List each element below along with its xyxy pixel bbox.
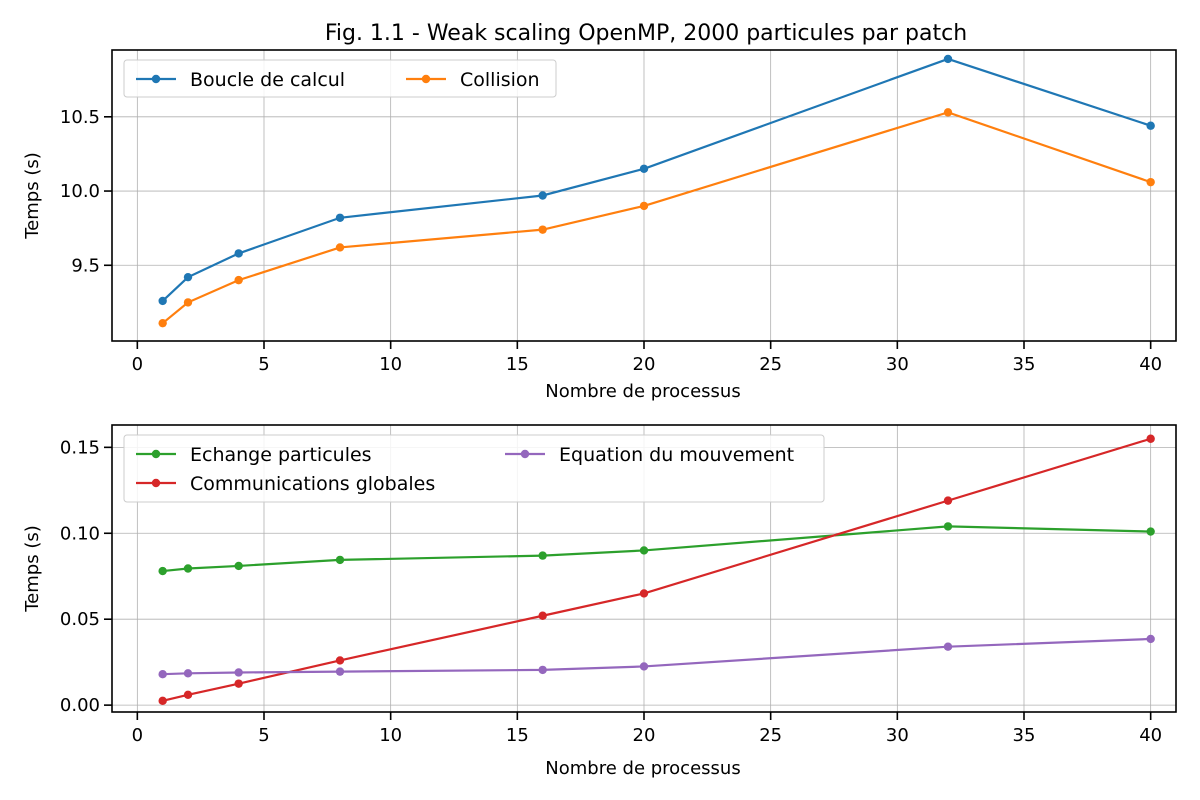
data-point-boucle-de-calcul bbox=[234, 249, 243, 258]
data-point-boucle-de-calcul bbox=[538, 191, 547, 200]
data-point-equation-du-mouvement bbox=[158, 669, 167, 679]
x-tick-label: 20 bbox=[633, 354, 656, 375]
data-point-echange-particules bbox=[639, 546, 649, 555]
data-point-collision bbox=[158, 318, 167, 328]
series-line-communications-globales bbox=[162, 437, 1151, 702]
x-tick-label: 30 bbox=[886, 725, 909, 746]
data-point-equation-du-mouvement bbox=[234, 668, 243, 677]
figure-title: Fig. 1.1 - Weak scaling OpenMP, 2000 par… bbox=[325, 21, 967, 46]
data-point-echange-particules bbox=[538, 551, 547, 560]
x-axis-label: Nombre de processus bbox=[545, 381, 740, 402]
x-tick-label: 40 bbox=[1139, 725, 1162, 746]
x-tick-label: 5 bbox=[258, 354, 269, 375]
top-chart-panel: 0 5 10 15 20 25 30 35 40 9.5 10.0 10.5 Nombre de pro… bbox=[22, 49, 1177, 402]
y-tick-label: 0.00 bbox=[60, 695, 100, 716]
legend-label-communications-globales: Communications globales bbox=[190, 473, 435, 495]
data-point-echange-particules bbox=[335, 555, 345, 565]
data-point-collision bbox=[943, 108, 953, 117]
data-point-echange-particules bbox=[183, 564, 193, 573]
x-tick-label: 25 bbox=[759, 725, 782, 746]
data-point-collision bbox=[335, 243, 345, 252]
data-point-collision bbox=[639, 201, 649, 211]
series-line-echange-particules bbox=[162, 525, 1151, 573]
x-tick-label: 0 bbox=[132, 725, 143, 746]
x-tick-label: 30 bbox=[886, 354, 909, 375]
data-point-boucle-de-calcul bbox=[158, 296, 167, 306]
data-point-equation-du-mouvement bbox=[1146, 634, 1155, 644]
data-point-collision bbox=[1146, 177, 1155, 187]
y-axis-label: Temps (s) bbox=[22, 525, 43, 613]
x-tick-label: 5 bbox=[258, 725, 269, 746]
data-point-collision bbox=[538, 225, 547, 234]
x-tick-label: 15 bbox=[506, 354, 529, 375]
x-axis-label: Nombre de processus bbox=[545, 758, 740, 779]
x-tick-label: 40 bbox=[1139, 354, 1162, 375]
y-tick-label: 0.15 bbox=[60, 437, 100, 458]
data-point-communications-globales bbox=[183, 690, 193, 700]
data-point-communications-globales bbox=[639, 589, 649, 598]
series-line-equation-du-mouvement bbox=[162, 637, 1151, 676]
data-point-boucle-de-calcul bbox=[335, 213, 345, 222]
y-tick-label: 0.10 bbox=[60, 523, 100, 544]
y-tick-label: 10.5 bbox=[60, 107, 100, 128]
legend-box bbox=[123, 59, 557, 98]
data-point-collision bbox=[183, 298, 193, 307]
data-point-equation-du-mouvement bbox=[183, 669, 193, 678]
series-line-boucle-de-calcul bbox=[161, 57, 1152, 302]
data-point-equation-du-mouvement bbox=[943, 642, 953, 651]
legend-label-echange-particules: Echange particules bbox=[190, 444, 372, 466]
legend-swatch-marker bbox=[421, 74, 431, 84]
legend-swatch-marker bbox=[151, 478, 161, 488]
data-point-echange-particules bbox=[943, 522, 953, 531]
x-tick-label: 0 bbox=[132, 354, 143, 375]
data-point-boucle-de-calcul bbox=[639, 164, 649, 173]
x-tick-label: 15 bbox=[506, 725, 529, 746]
y-tick-label: 10.0 bbox=[60, 181, 100, 202]
data-point-equation-du-mouvement bbox=[335, 667, 345, 676]
data-point-communications-globales bbox=[335, 656, 345, 665]
legend-swatch-marker bbox=[151, 74, 161, 84]
y-tick-label: 9.5 bbox=[71, 255, 100, 276]
x-tick-label: 35 bbox=[1013, 725, 1036, 746]
data-point-boucle-de-calcul bbox=[1146, 121, 1155, 130]
data-point-echange-particules bbox=[158, 566, 167, 576]
data-point-communications-globales bbox=[158, 696, 167, 706]
legend-swatch-marker bbox=[151, 449, 161, 459]
legend-swatch-marker bbox=[520, 449, 530, 459]
data-point-boucle-de-calcul bbox=[943, 54, 953, 64]
data-point-communications-globales bbox=[538, 611, 547, 620]
legend-label-equation-du-mouvement: Equation du mouvement bbox=[559, 444, 794, 466]
y-axis-label: Temps (s) bbox=[22, 152, 43, 240]
x-tick-label: 35 bbox=[1013, 354, 1036, 375]
data-point-boucle-de-calcul bbox=[183, 272, 193, 282]
data-point-echange-particules bbox=[1146, 527, 1155, 536]
data-point-echange-particules bbox=[234, 561, 243, 571]
x-tick-label: 10 bbox=[379, 725, 402, 746]
data-point-collision bbox=[234, 275, 243, 285]
x-tick-label: 10 bbox=[379, 354, 402, 375]
x-tick-label: 20 bbox=[633, 725, 656, 746]
data-point-equation-du-mouvement bbox=[639, 662, 649, 671]
data-point-equation-du-mouvement bbox=[538, 665, 547, 675]
data-point-communications-globales bbox=[1146, 434, 1155, 443]
legend-label-collision: Collision bbox=[460, 69, 540, 91]
data-point-communications-globales bbox=[234, 679, 243, 688]
x-tick-label: 25 bbox=[759, 354, 782, 375]
legend-label-boucle-de-calcul: Boucle de calcul bbox=[190, 69, 345, 91]
bottom-chart-panel: 0 5 10 15 20 25 30 35 40 0.00 0.05 0.10 0.15 Nombre d… bbox=[22, 424, 1177, 779]
y-tick-label: 0.05 bbox=[60, 609, 100, 630]
series-line-collision bbox=[161, 111, 1152, 325]
legend-box bbox=[123, 434, 825, 503]
data-point-communications-globales bbox=[943, 496, 953, 505]
